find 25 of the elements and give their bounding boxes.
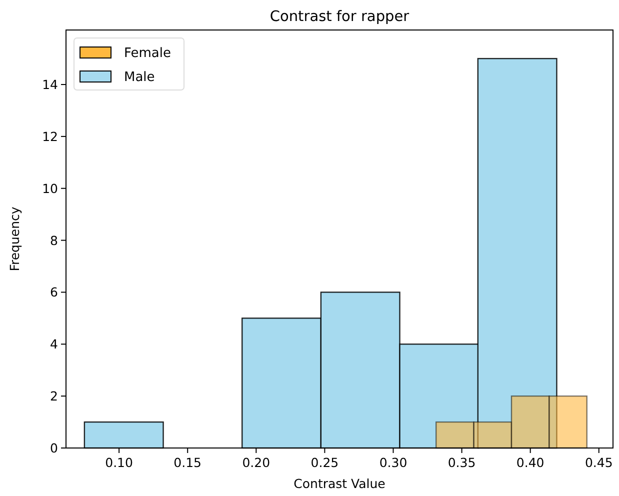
y-tick-label: 6 bbox=[50, 284, 58, 300]
x-tick-label: 0.20 bbox=[242, 455, 270, 470]
bar bbox=[548, 395, 588, 449]
y-tick-label: 8 bbox=[50, 232, 58, 248]
x-tick-label: 0.35 bbox=[448, 455, 476, 470]
bar bbox=[473, 421, 512, 449]
bar bbox=[435, 421, 474, 449]
chart-title: Contrast for rapper bbox=[270, 9, 410, 25]
y-tick-label: 12 bbox=[42, 128, 58, 144]
x-tick-label: 0.30 bbox=[379, 455, 408, 470]
bar bbox=[510, 395, 550, 449]
y-tick-label: 0 bbox=[50, 440, 58, 456]
x-axis-title: Contrast Value bbox=[294, 476, 386, 491]
y-tick-label: 10 bbox=[42, 180, 58, 196]
x-tick-label: 0.25 bbox=[310, 455, 339, 470]
x-tick-label: 0.15 bbox=[174, 455, 202, 470]
y-tick-label: 14 bbox=[42, 77, 58, 92]
x-tick-label: 0.45 bbox=[584, 455, 613, 470]
x-tick-label: 0.10 bbox=[105, 455, 134, 470]
x-tick-label: 0.40 bbox=[516, 455, 544, 470]
legend-label: Male bbox=[124, 70, 155, 85]
y-tick-label: 4 bbox=[50, 336, 58, 352]
legend-label: Female bbox=[124, 46, 172, 61]
y-tick-label: 2 bbox=[50, 388, 58, 404]
y-axis-title: Frequency bbox=[7, 206, 22, 272]
